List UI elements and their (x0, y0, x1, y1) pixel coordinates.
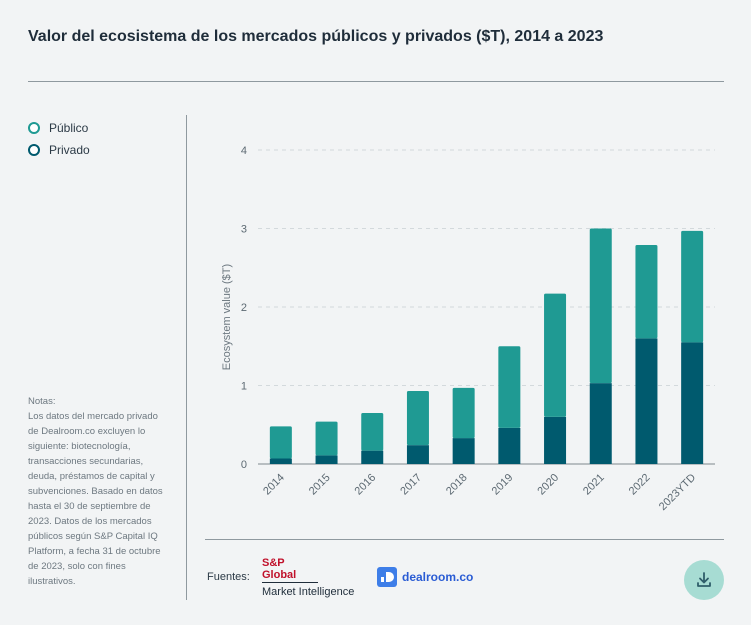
footer-divider (205, 539, 724, 540)
bar-privado-2019 (498, 427, 521, 464)
title-divider (28, 81, 724, 82)
x-tick-label-2018: 2018 (444, 472, 470, 498)
y-tick-label-4: 4 (241, 145, 247, 157)
sidebar-divider (186, 115, 187, 600)
legend-swatch-publico (28, 122, 40, 134)
notes: Notas: Los datos del mercado privado de … (28, 394, 168, 589)
bar-pblico-2021 (589, 228, 612, 384)
legend-item-privado[interactable]: Privado (28, 139, 90, 161)
bar-pblico-2017 (406, 390, 429, 446)
bar-pblico-2020 (544, 293, 567, 417)
bar-pblico-2014 (269, 426, 292, 459)
x-tick-label-2021: 2021 (581, 472, 607, 498)
x-tick-label-2016: 2016 (353, 472, 379, 498)
notes-text: Los datos del mercado privado de Dealroo… (28, 411, 163, 587)
bar-privado-2016 (361, 450, 384, 464)
x-tick-label-2017: 2017 (398, 472, 424, 498)
legend-label-publico: Público (49, 121, 89, 135)
y-tick-label-1: 1 (241, 381, 247, 393)
x-tick-label-2022: 2022 (627, 472, 653, 498)
x-tick-label-2020: 2020 (535, 472, 561, 498)
bar-privado-2023YTD (681, 342, 704, 464)
y-axis-label: Ecosystem value ($T) (221, 264, 233, 370)
download-icon (697, 572, 711, 587)
dealroom-logo: dealroom.co (377, 567, 473, 587)
x-tick-label-2015: 2015 (307, 472, 333, 498)
legend-item-publico[interactable]: Público (28, 117, 90, 139)
y-tick-label-0: 0 (241, 459, 247, 471)
bar-privado-2022 (635, 338, 658, 464)
sp-global-logo-bottom: Market Intelligence (262, 586, 355, 598)
x-tick-label-2014: 2014 (261, 472, 287, 498)
bar-privado-2020 (544, 416, 567, 464)
bar-pblico-2022 (635, 244, 658, 339)
x-tick-label-2023YTD: 2023YTD (657, 472, 698, 513)
bar-privado-2014 (269, 458, 292, 464)
bar-privado-2018 (452, 438, 475, 464)
download-button[interactable] (684, 560, 724, 600)
bar-pblico-2019 (498, 346, 521, 428)
bar-privado-2021 (589, 383, 612, 464)
legend: Público Privado (28, 117, 90, 161)
dealroom-mark-icon (377, 567, 397, 587)
x-tick-label-2019: 2019 (490, 472, 516, 498)
chart-title: Valor del ecosistema de los mercados púb… (28, 28, 604, 45)
sp-global-logo-top: S&P Global (262, 557, 318, 583)
dealroom-logo-text: dealroom.co (402, 570, 474, 584)
bar-pblico-2016 (361, 412, 384, 451)
bar-pblico-2023YTD (681, 230, 704, 343)
sources-label: Fuentes: (207, 571, 250, 583)
sp-global-logo: S&P Global Market Intelligence (262, 557, 354, 599)
bar-pblico-2015 (315, 421, 338, 456)
bar-privado-2015 (315, 455, 338, 464)
bar-pblico-2018 (452, 387, 475, 439)
notes-title: Notas: (28, 396, 56, 407)
bar-privado-2017 (406, 445, 429, 464)
stacked-bar-chart: 0 1 2 3 4 2014 2015 2016 2017 2018 2019 2020 2021 202… (221, 145, 715, 513)
y-tick-label-2: 2 (241, 302, 247, 314)
legend-swatch-privado (28, 144, 40, 156)
legend-label-privado: Privado (49, 143, 90, 157)
y-tick-label-3: 3 (241, 224, 247, 236)
